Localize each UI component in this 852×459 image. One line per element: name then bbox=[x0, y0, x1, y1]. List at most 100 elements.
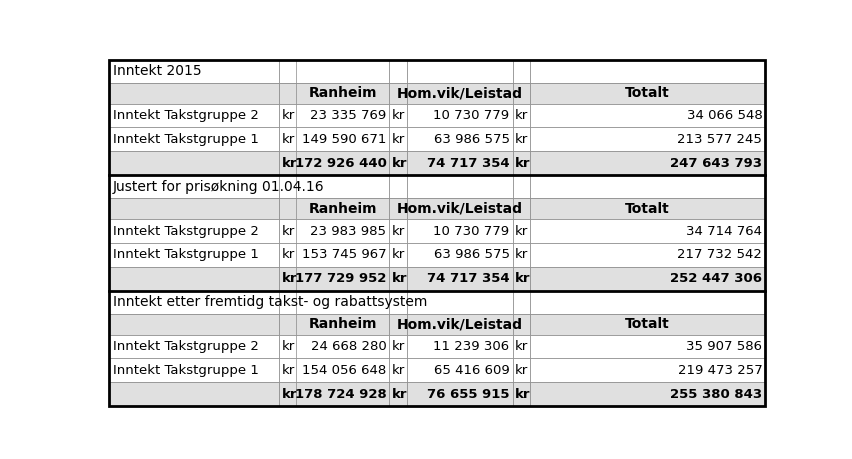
Text: 24 668 280: 24 668 280 bbox=[310, 340, 386, 353]
Bar bbox=[296, 243, 389, 267]
Bar bbox=[512, 291, 529, 314]
Bar bbox=[512, 358, 529, 382]
Text: kr: kr bbox=[281, 340, 295, 353]
Text: kr: kr bbox=[391, 340, 405, 353]
Text: Ranheim: Ranheim bbox=[308, 202, 377, 216]
Bar bbox=[109, 128, 279, 151]
Bar bbox=[406, 382, 512, 406]
Bar bbox=[512, 104, 529, 128]
Text: Totalt: Totalt bbox=[625, 202, 669, 216]
Bar bbox=[389, 128, 406, 151]
Text: Inntekt 2015: Inntekt 2015 bbox=[112, 64, 201, 78]
Text: 10 730 779: 10 730 779 bbox=[433, 109, 509, 122]
Bar bbox=[389, 358, 406, 382]
Text: kr: kr bbox=[281, 364, 295, 377]
Bar bbox=[529, 382, 764, 406]
Bar bbox=[529, 358, 764, 382]
Text: kr: kr bbox=[515, 157, 530, 170]
Bar bbox=[296, 151, 389, 175]
Bar bbox=[109, 291, 279, 314]
Text: Inntekt Takstgruppe 1: Inntekt Takstgruppe 1 bbox=[112, 248, 258, 261]
Text: kr: kr bbox=[515, 340, 527, 353]
Text: kr: kr bbox=[515, 364, 527, 377]
Text: 34 714 764: 34 714 764 bbox=[686, 224, 762, 237]
Bar bbox=[406, 60, 512, 83]
Text: kr: kr bbox=[515, 272, 530, 285]
Bar bbox=[109, 314, 279, 335]
Text: Hom.vik/Leistad: Hom.vik/Leistad bbox=[396, 202, 522, 216]
Bar bbox=[279, 175, 296, 198]
Bar bbox=[406, 175, 512, 198]
Bar bbox=[389, 267, 406, 291]
Bar bbox=[279, 151, 296, 175]
Bar bbox=[406, 198, 512, 219]
Bar bbox=[279, 198, 296, 219]
Bar bbox=[529, 335, 764, 358]
Bar bbox=[529, 151, 764, 175]
Bar bbox=[389, 151, 406, 175]
Bar bbox=[109, 83, 279, 104]
Bar bbox=[406, 358, 512, 382]
Bar bbox=[529, 314, 764, 335]
Text: Inntekt Takstgruppe 1: Inntekt Takstgruppe 1 bbox=[112, 364, 258, 377]
Text: kr: kr bbox=[391, 248, 405, 261]
Bar bbox=[296, 219, 389, 243]
Text: kr: kr bbox=[515, 133, 527, 146]
Bar bbox=[406, 83, 512, 104]
Bar bbox=[296, 382, 389, 406]
Text: 219 473 257: 219 473 257 bbox=[676, 364, 762, 377]
Text: kr: kr bbox=[515, 224, 527, 237]
Bar bbox=[529, 175, 764, 198]
Text: 153 745 967: 153 745 967 bbox=[302, 248, 386, 261]
Bar bbox=[512, 219, 529, 243]
Bar bbox=[389, 314, 406, 335]
Bar bbox=[529, 291, 764, 314]
Text: 76 655 915: 76 655 915 bbox=[427, 388, 509, 401]
Bar bbox=[406, 267, 512, 291]
Bar bbox=[406, 151, 512, 175]
Text: kr: kr bbox=[515, 109, 527, 122]
Text: kr: kr bbox=[391, 224, 405, 237]
Text: Inntekt Takstgruppe 2: Inntekt Takstgruppe 2 bbox=[112, 224, 258, 237]
Bar bbox=[529, 128, 764, 151]
Bar bbox=[296, 175, 389, 198]
Bar bbox=[296, 291, 389, 314]
Text: Totalt: Totalt bbox=[625, 317, 669, 331]
Text: Ranheim: Ranheim bbox=[308, 317, 377, 331]
Text: 178 724 928: 178 724 928 bbox=[294, 388, 386, 401]
Text: Hom.vik/Leistad: Hom.vik/Leistad bbox=[396, 86, 522, 100]
Bar bbox=[406, 104, 512, 128]
Text: Inntekt Takstgruppe 2: Inntekt Takstgruppe 2 bbox=[112, 109, 258, 122]
Bar bbox=[406, 314, 512, 335]
Bar bbox=[279, 335, 296, 358]
Bar bbox=[279, 104, 296, 128]
Bar bbox=[109, 335, 279, 358]
Text: 23 335 769: 23 335 769 bbox=[310, 109, 386, 122]
Bar bbox=[109, 243, 279, 267]
Text: kr: kr bbox=[281, 388, 297, 401]
Text: 213 577 245: 213 577 245 bbox=[676, 133, 762, 146]
Bar bbox=[296, 60, 389, 83]
Bar bbox=[512, 314, 529, 335]
Bar bbox=[389, 104, 406, 128]
Text: 35 907 586: 35 907 586 bbox=[686, 340, 762, 353]
Bar bbox=[389, 335, 406, 358]
Bar bbox=[529, 219, 764, 243]
Text: Inntekt Takstgruppe 1: Inntekt Takstgruppe 1 bbox=[112, 133, 258, 146]
Text: 172 926 440: 172 926 440 bbox=[294, 157, 386, 170]
Bar bbox=[109, 267, 279, 291]
Text: 65 416 609: 65 416 609 bbox=[434, 364, 509, 377]
Bar bbox=[109, 175, 764, 198]
Text: Ranheim: Ranheim bbox=[308, 86, 377, 100]
Text: Totalt: Totalt bbox=[625, 86, 669, 100]
Bar bbox=[389, 83, 406, 104]
Bar bbox=[512, 267, 529, 291]
Text: kr: kr bbox=[281, 272, 297, 285]
Bar bbox=[389, 382, 406, 406]
Bar bbox=[529, 104, 764, 128]
Text: 217 732 542: 217 732 542 bbox=[676, 248, 762, 261]
Bar bbox=[529, 198, 764, 219]
Bar bbox=[109, 104, 279, 128]
Bar bbox=[512, 382, 529, 406]
Bar bbox=[296, 358, 389, 382]
